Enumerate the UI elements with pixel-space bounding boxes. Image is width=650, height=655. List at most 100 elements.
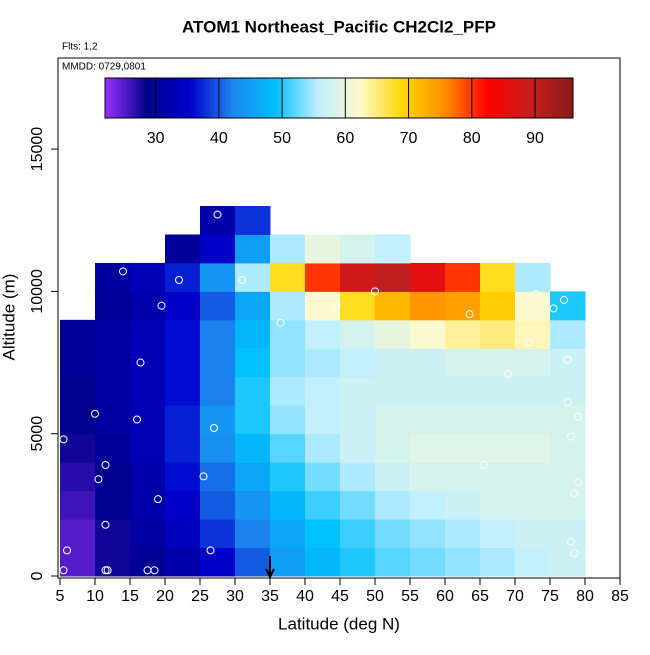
heat-cell (480, 433, 516, 463)
subtitle: MMDD: 0729,0801 (62, 62, 146, 73)
heat-cell (130, 348, 166, 378)
x-tick-label: 20 (156, 588, 174, 605)
heat-cell (445, 291, 481, 321)
heat-cell (410, 376, 446, 406)
heat-cell (95, 348, 131, 378)
sample-point (504, 369, 512, 378)
sample-point (532, 290, 540, 299)
heat-cell (550, 547, 586, 577)
heat-cell (515, 547, 551, 577)
heat-cell (130, 262, 166, 292)
heat-cell (305, 291, 341, 321)
heat-cell (375, 234, 411, 264)
heat-cell (270, 262, 306, 292)
sample-point (63, 546, 71, 555)
arrow-marker (265, 556, 275, 580)
heat-cell (270, 490, 306, 520)
heat-cell (200, 433, 236, 463)
heat-cell (200, 490, 236, 520)
heat-cell (340, 462, 376, 492)
heat-cell (375, 348, 411, 378)
heat-cell (375, 405, 411, 435)
colorbar-tick-label: 70 (400, 130, 418, 147)
sample-point (574, 478, 582, 487)
heat-cell (235, 490, 271, 520)
heat-cell (130, 490, 166, 520)
sample-point (133, 415, 141, 424)
heat-cell (480, 348, 516, 378)
heat-cell (305, 376, 341, 406)
heat-cell (130, 405, 166, 435)
heat-cell (515, 376, 551, 406)
sample-point (119, 250, 127, 259)
sample-point (465, 310, 474, 319)
heat-cell (270, 433, 306, 463)
x-tick-label: 80 (576, 588, 594, 605)
sample-point (199, 472, 208, 481)
heat-cell (235, 462, 271, 492)
heat-cell (375, 319, 411, 349)
heat-cell (305, 490, 341, 520)
heat-cell (130, 291, 166, 321)
x-tick-label: 30 (226, 588, 244, 605)
heat-cell (130, 519, 166, 549)
heat-cell (305, 519, 341, 549)
x-tick-label: 15 (121, 588, 139, 605)
sample-point (493, 250, 502, 259)
heat-cell (375, 519, 411, 549)
sample-point (119, 267, 127, 276)
sample-point (101, 566, 110, 575)
heat-cell (60, 376, 96, 406)
heat-cell (165, 405, 201, 435)
x-tick-label: 65 (471, 588, 489, 605)
sample-point (567, 537, 575, 546)
heat-cell (305, 348, 341, 378)
heat-cell (515, 433, 551, 463)
x-tick-label: 60 (436, 588, 454, 605)
heat-cell (165, 376, 201, 406)
sample-point (574, 412, 582, 421)
sample-point (332, 301, 341, 310)
heat-cell (235, 319, 271, 349)
y-axis-label: Altitude (m) (0, 274, 18, 361)
heat-cell (60, 319, 96, 349)
heat-cell (60, 490, 96, 520)
sample-point (77, 250, 85, 259)
heat-cell (200, 462, 236, 492)
heat-cell (340, 319, 376, 349)
colorbar-tick-label: 60 (336, 130, 354, 147)
sample-point (101, 461, 110, 469)
x-tick-label: 25 (191, 588, 209, 605)
heat-cell (130, 433, 166, 463)
x-tick-label: 40 (296, 588, 314, 605)
heat-cell (410, 462, 446, 492)
y-tick-label: 5000 (29, 416, 46, 452)
heat-cell (60, 462, 96, 492)
heat-cell (445, 405, 481, 435)
heat-cell (60, 405, 96, 435)
heat-cell (235, 519, 271, 549)
sample-point (563, 355, 572, 364)
x-tick-label: 10 (86, 588, 104, 605)
sample-point (563, 398, 572, 407)
heat-cell (235, 433, 271, 463)
x-tick-label: 5 (56, 588, 65, 605)
heat-cell (445, 462, 481, 492)
heat-cell (410, 547, 446, 577)
heat-cell (165, 291, 201, 321)
heat-cell (515, 319, 551, 349)
heat-cell (270, 519, 306, 549)
x-tick-label: 35 (261, 588, 279, 605)
heat-cell (410, 433, 446, 463)
heat-cell (200, 519, 236, 549)
heat-cell (480, 519, 516, 549)
heat-cell (375, 490, 411, 520)
heat-cell (340, 262, 376, 292)
subtitle: Flts: 1,2 (62, 42, 98, 53)
heat-cell (340, 291, 376, 321)
heat-cell (270, 234, 306, 264)
heat-cell (340, 433, 376, 463)
heat-cell (340, 547, 376, 577)
heat-cell (515, 490, 551, 520)
